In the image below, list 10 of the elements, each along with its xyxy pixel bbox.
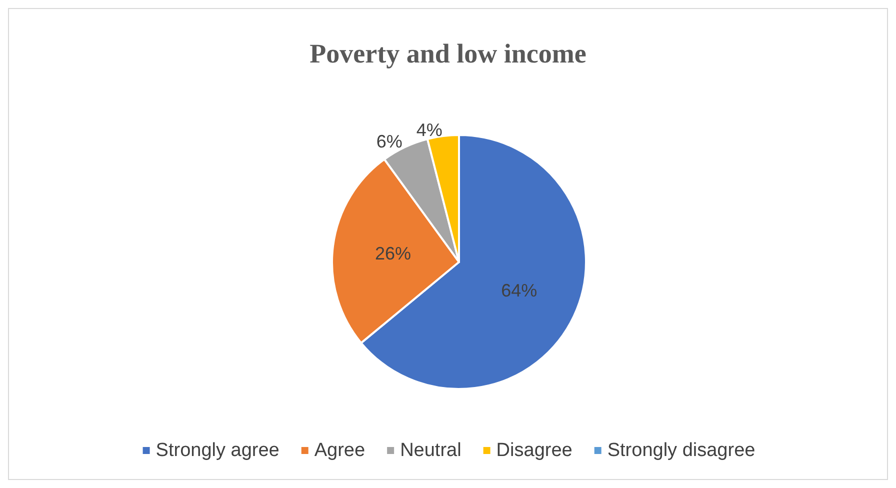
legend-label: Disagree xyxy=(496,440,572,461)
data-label: 4% xyxy=(416,120,442,140)
chart-title: Poverty and low income xyxy=(310,38,586,68)
legend-label: Agree xyxy=(314,440,366,461)
data-label: 64% xyxy=(501,280,538,300)
data-label: 26% xyxy=(375,244,412,264)
legend-label: Strongly disagree xyxy=(607,440,756,461)
legend-label: Strongly agree xyxy=(156,440,280,461)
data-label: 6% xyxy=(376,132,402,152)
legend-label: Neutral xyxy=(400,440,462,461)
